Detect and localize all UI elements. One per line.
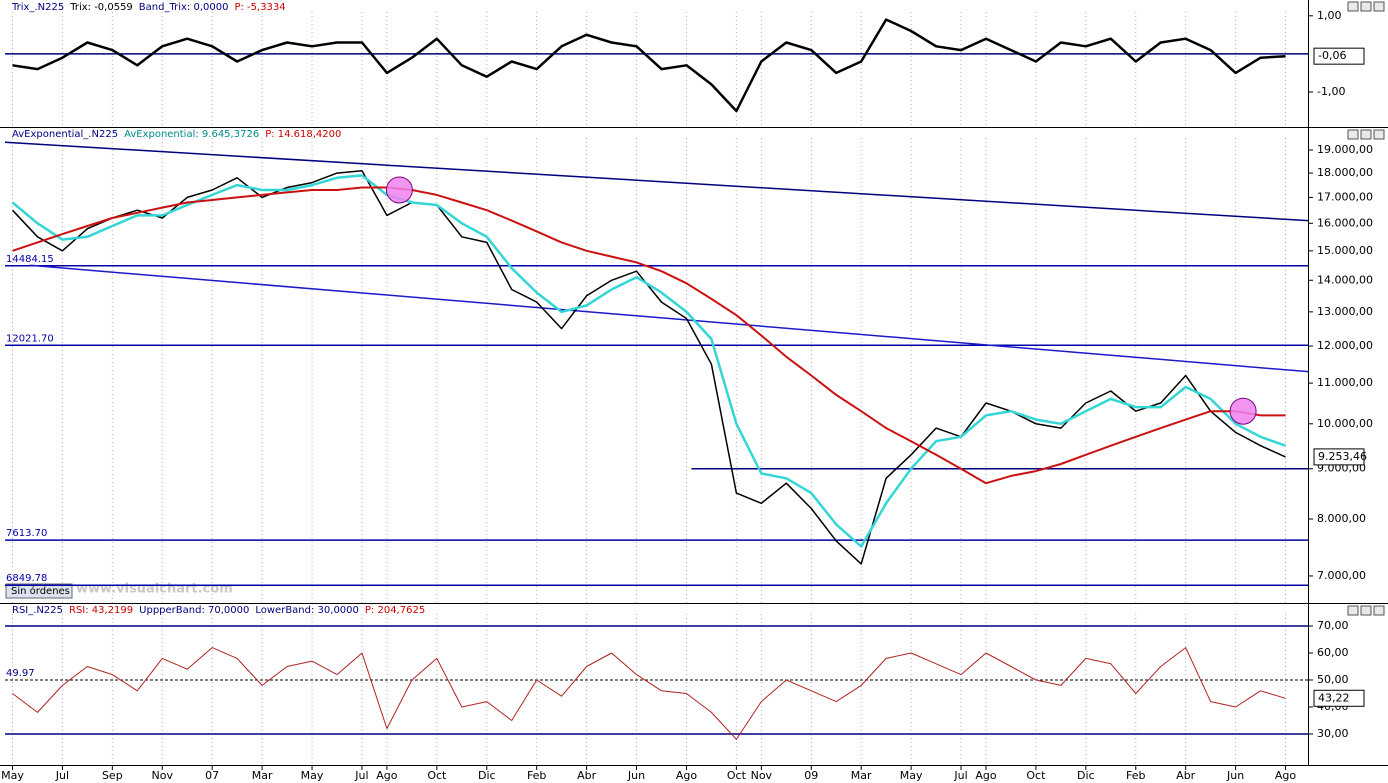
x-tick-label: Nov [152,769,174,782]
x-tick-label: Jul [354,769,368,782]
y-tick-label: 30,00 [1317,727,1349,740]
x-tick-label: Abr [577,769,597,782]
x-tick-label: Ago [376,769,398,782]
close-button[interactable] [1373,129,1385,140]
header-segment: Trix_.N225 [11,2,64,13]
series-line [11,169,1286,565]
minimize-button[interactable] [1347,605,1359,616]
y-tick-label: 60,00 [1317,646,1349,659]
close-button[interactable] [1373,1,1385,12]
close-button[interactable] [1373,605,1385,616]
x-tick-label: May [301,769,324,782]
y-tick-label: 13.000,00 [1317,305,1373,318]
header-segment: AvExponential_.N225 [12,129,118,140]
panel-header: AvExponential_.N225 AvExponential: 9.645,… [12,129,341,140]
last-value-box [1313,448,1365,466]
maximize-button[interactable] [1360,605,1372,616]
panel-header: Trix_.N225 Trix: -0,0559 Band_Trix: 0,0000… [11,2,286,13]
last-value-box [1313,47,1365,65]
x-tick-label: Mar [851,769,872,782]
x-tick-label: 07 [205,769,219,782]
y-tick-label: 15.000,00 [1317,244,1373,257]
x-tick-label: Oct [427,769,447,782]
x-tick-label: Jun [627,769,645,782]
x-tick-label: Ago [676,769,698,782]
header-segment: P: 204,7625 [365,605,425,616]
y-tick-label: 17.000,00 [1317,190,1373,203]
y-tick-label: 10.000,00 [1317,417,1373,430]
y-tick-label: -1,00 [1317,85,1345,98]
x-tick-label: Dic [1077,769,1095,782]
header-segment: P: 14.618,4200 [265,129,341,140]
y-tick-label: 50,00 [1317,673,1349,686]
x-tick-label: Feb [527,769,546,782]
series-line [11,174,1286,548]
y-tick-label: 16.000,00 [1317,216,1373,229]
last-value-label: -0,06 [1318,49,1346,62]
watermark: www.visualchart.com [76,582,233,597]
minimize-button[interactable] [1347,1,1359,12]
reference-label: 6849.78 [6,573,47,584]
header-segment: Band_Trix: 0,0000 [139,2,229,13]
panel-header: RSI_.N225 RSI: 43,2199 UppperBand: 70,0000… [12,605,425,616]
reference-label: 49.97 [6,668,35,679]
header-segment: AvExponential: 9.645,3726 [124,129,259,140]
header-segment: LowerBand: 30,0000 [255,605,359,616]
x-tick-label: Abr [1176,769,1196,782]
trend-line [4,141,1309,222]
y-tick-label: 7.000,00 [1317,569,1366,582]
x-tick-label: Jul [953,769,967,782]
x-tick-label: Nov [751,769,773,782]
last-value-box [1313,689,1365,707]
header-segment: RSI: 43,2199 [69,605,133,616]
y-tick-label: 14.000,00 [1317,273,1373,286]
y-tick-label: 70,00 [1317,619,1349,632]
header-segment: Trix: -0,0559 [69,2,133,13]
x-tick-label: Sep [102,769,123,782]
crossover-marker [385,176,413,204]
header-segment: UppperBand: 70,0000 [139,605,249,616]
header-segment: P: -5,3334 [234,2,285,13]
y-tick-label: 19.000,00 [1317,143,1373,156]
x-tick-label: May [1,769,24,782]
reference-label: 7613.70 [6,528,47,539]
x-tick-label: Oct [1026,769,1046,782]
x-tick-label: Jul [55,769,69,782]
series-line [12,186,1286,485]
maximize-button[interactable] [1360,129,1372,140]
x-tick-label: Mar [252,769,273,782]
trend-line [29,264,1309,373]
last-value-label: 43,22 [1318,691,1350,704]
orders-button-label[interactable]: Sin órdenes [11,585,70,597]
y-tick-label: 12.000,00 [1317,339,1373,352]
last-value-label: 9.253,46 [1318,450,1367,463]
reference-label: 14484.15 [6,254,54,265]
series-line [12,647,1286,740]
x-tick-label: Jun [1226,769,1244,782]
series-line [12,18,1286,113]
y-tick-label: 18.000,00 [1317,166,1373,179]
y-tick-label: 11.000,00 [1317,376,1373,389]
x-tick-label: 09 [804,769,818,782]
minimize-button[interactable] [1347,129,1359,140]
crossover-marker [1229,397,1257,425]
window-buttons [1347,1,1385,616]
orders-button[interactable] [5,583,73,599]
reference-label: 12021.70 [6,333,54,344]
x-tick-label: Ago [975,769,997,782]
x-tick-label: Oct [727,769,747,782]
y-tick-label: 8.000,00 [1317,512,1366,525]
header-segment: RSI_.N225 [12,605,63,616]
x-tick-label: Feb [1126,769,1145,782]
x-tick-label: May [900,769,923,782]
x-tick-label: Dic [478,769,496,782]
x-tick-label: Ago [1275,769,1297,782]
maximize-button[interactable] [1360,1,1372,12]
y-tick-label: 1,00 [1317,9,1342,22]
